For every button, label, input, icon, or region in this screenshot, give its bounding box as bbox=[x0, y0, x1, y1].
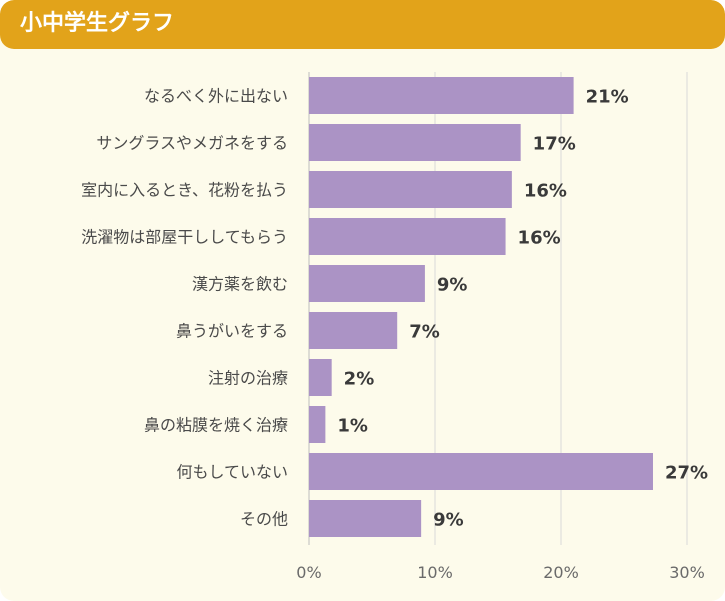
value-label: 9% bbox=[433, 510, 464, 531]
bar bbox=[309, 453, 653, 490]
value-label: 16% bbox=[524, 181, 567, 202]
category-label: 何もしていない bbox=[176, 463, 288, 482]
value-label: 21% bbox=[586, 87, 629, 108]
bar bbox=[309, 218, 506, 255]
value-label: 7% bbox=[409, 322, 440, 343]
x-tick-label: 10% bbox=[417, 563, 453, 582]
value-label: 1% bbox=[337, 416, 368, 437]
value-label: 16% bbox=[518, 228, 561, 249]
category-label: その他 bbox=[240, 510, 288, 529]
bar bbox=[309, 500, 422, 537]
chart-header: 小中学生グラフ bbox=[0, 0, 725, 49]
category-label: なるべく外に出ない bbox=[144, 87, 288, 106]
bar bbox=[309, 406, 326, 443]
category-label: 洗濯物は部屋干ししてもらう bbox=[81, 228, 288, 247]
value-label: 9% bbox=[437, 275, 468, 296]
x-tick-label: 30% bbox=[669, 563, 705, 582]
bar bbox=[309, 77, 574, 114]
value-label: 17% bbox=[533, 134, 576, 155]
bar bbox=[309, 124, 521, 161]
bar bbox=[309, 312, 398, 349]
chart-title: 小中学生グラフ bbox=[20, 11, 175, 36]
x-tick-label: 0% bbox=[296, 563, 321, 582]
bar bbox=[309, 171, 512, 208]
category-label: サングラスやメガネをする bbox=[96, 134, 288, 153]
category-label: 注射の治療 bbox=[208, 369, 288, 388]
labels: 0% 10% 20% 30% なるべく外に出ない 21% サングラスやメガネをする 17% 室内… bbox=[81, 87, 708, 583]
bar bbox=[309, 265, 425, 302]
category-label: 鼻うがいをする bbox=[176, 322, 288, 341]
value-label: 27% bbox=[665, 463, 708, 484]
bar bbox=[309, 359, 332, 396]
category-label: 鼻の粘膜を焼く治療 bbox=[144, 416, 288, 435]
value-label: 2% bbox=[344, 369, 375, 390]
bars bbox=[309, 77, 653, 537]
category-label: 室内に入るとき、花粉を払う bbox=[81, 181, 288, 200]
x-tick-label: 20% bbox=[543, 563, 579, 582]
category-label: 漢方薬を飲む bbox=[192, 275, 288, 294]
